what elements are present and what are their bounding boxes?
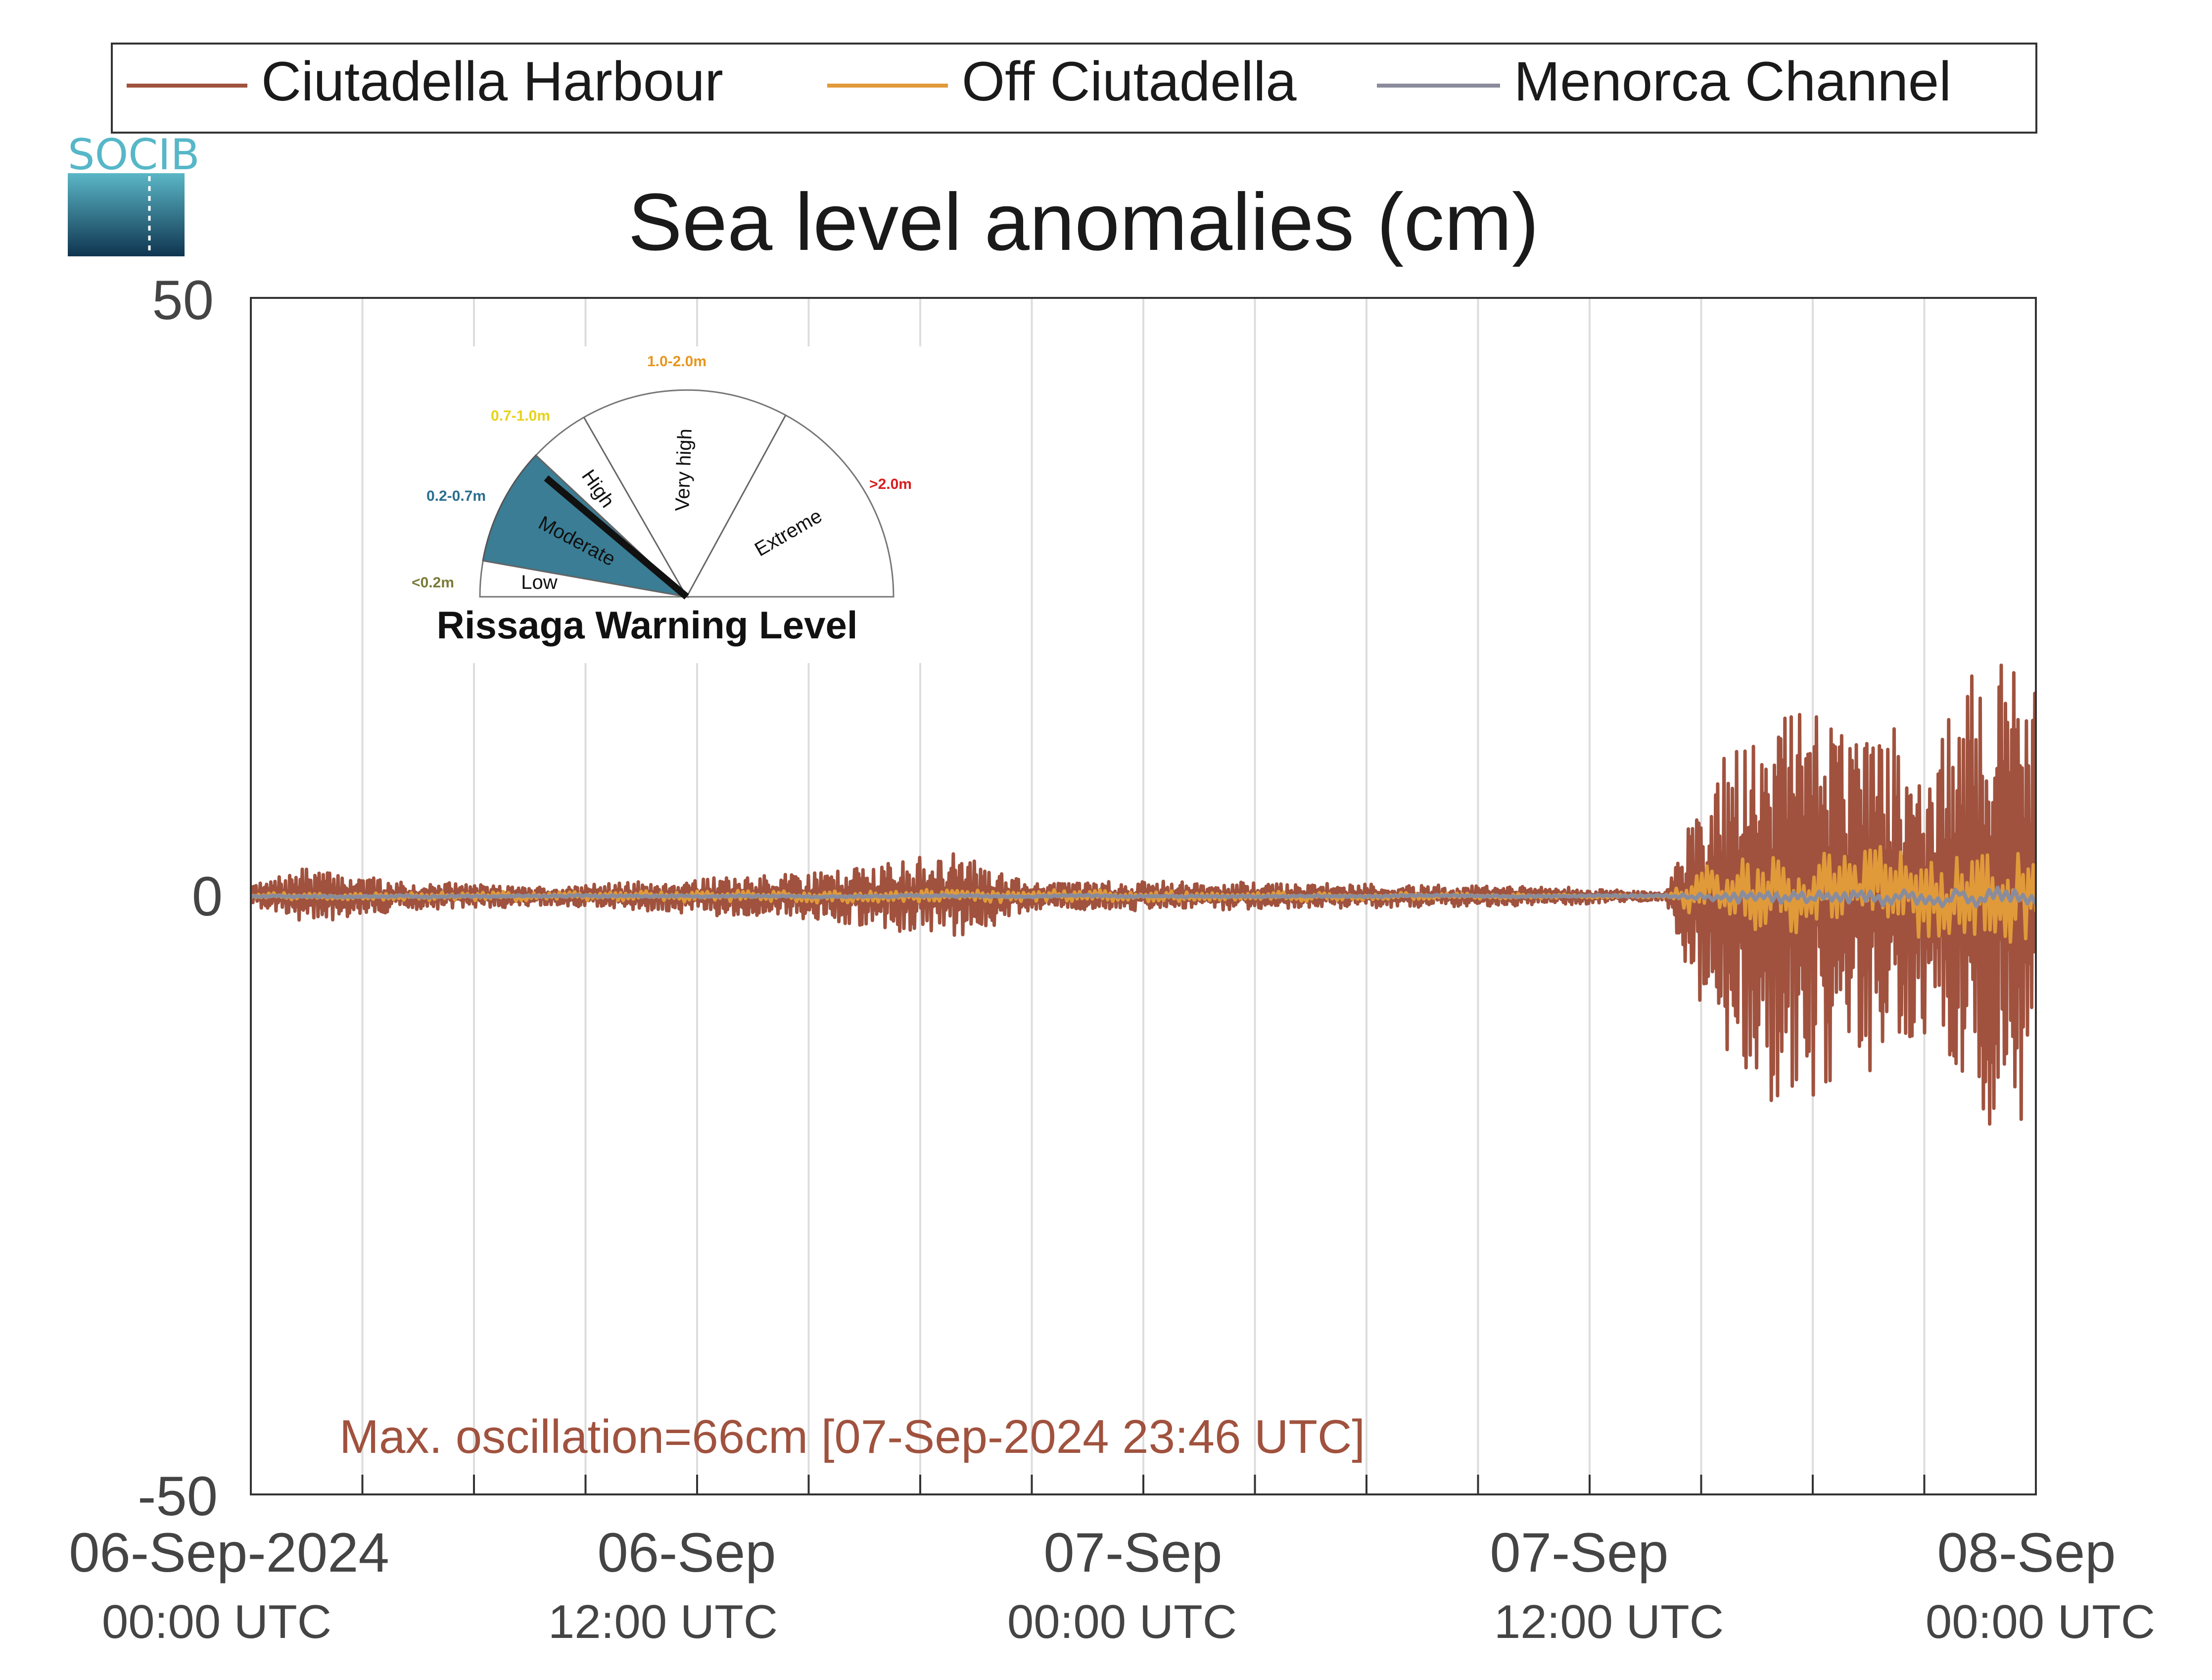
legend: Ciutadella Harbour Off Ciutadella Menorc… xyxy=(111,43,2037,134)
x-tick-time-2: 00:00 UTC xyxy=(1007,1595,1237,1648)
legend-label-menorca-channel: Menorca Channel xyxy=(1514,50,1951,112)
chart-title: Sea level anomalies (cm) xyxy=(628,177,1539,267)
y-tick-label-0: 0 xyxy=(192,865,223,927)
x-tick-date-1: 06-Sep xyxy=(597,1522,776,1584)
gauge-range-extreme: >2.0m xyxy=(869,476,912,492)
gauge-label-low: Low xyxy=(521,572,557,593)
gauge-divider-veryhigh xyxy=(686,415,787,597)
x-tick-date-0: 06-Sep-2024 xyxy=(69,1522,389,1584)
gauge-range-high: 0.7-1.0m xyxy=(491,408,550,424)
x-tick-marks xyxy=(361,1475,1926,1494)
x-tick-time-1: 12:00 UTC xyxy=(548,1595,778,1648)
series-layer xyxy=(251,663,2036,1126)
gauge-divider-low xyxy=(482,560,687,598)
series-line-menorca-channel xyxy=(251,885,2036,909)
socib-logo: SOCIB xyxy=(68,130,200,256)
rissaga-warning-gauge: Low Moderate High Very high Extreme <0.2… xyxy=(391,346,930,663)
gauge-range-low: <0.2m xyxy=(412,575,454,591)
gauge-needle xyxy=(544,475,689,600)
y-tick-label-50: 50 xyxy=(152,269,214,331)
x-tick-date-2: 07-Sep xyxy=(1043,1522,1222,1584)
y-tick-label-neg50: -50 xyxy=(138,1465,218,1527)
gauge-sector-moderate xyxy=(482,454,689,598)
legend-label-ciutadella-harbour: Ciutadella Harbour xyxy=(261,50,723,112)
x-tick-date-4: 08-Sep xyxy=(1937,1522,2116,1584)
gauge-title: Rissaga Warning Level xyxy=(436,603,857,647)
x-tick-time-4: 00:00 UTC xyxy=(1926,1595,2155,1648)
x-tick-time-0: 00:00 UTC xyxy=(102,1595,331,1648)
gauge-range-moderate: 0.2-0.7m xyxy=(426,488,486,504)
socib-logo-text: SOCIB xyxy=(68,130,200,180)
gauge-label-very-high: Very high xyxy=(671,428,696,511)
x-tick-date-3: 07-Sep xyxy=(1490,1522,1668,1584)
gauge-range-very-high: 1.0-2.0m xyxy=(647,353,706,370)
x-tick-time-3: 12:00 UTC xyxy=(1494,1595,1724,1648)
legend-label-off-ciutadella: Off Ciutadella xyxy=(962,50,1297,112)
gauge-divider-high xyxy=(583,417,688,597)
max-oscillation-annotation: Max. oscillation=66cm [07-Sep-2024 23:46… xyxy=(339,1410,1365,1463)
